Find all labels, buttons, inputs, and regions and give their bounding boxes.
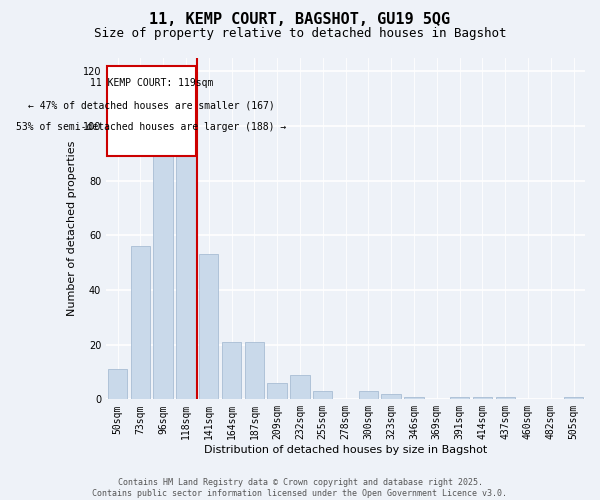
Bar — [473, 396, 492, 400]
Bar — [564, 396, 583, 400]
Text: Size of property relative to detached houses in Bagshot: Size of property relative to detached ho… — [94, 28, 506, 40]
Text: 53% of semi-detached houses are larger (188) →: 53% of semi-detached houses are larger (… — [16, 122, 287, 132]
Bar — [154, 123, 173, 400]
Bar — [404, 396, 424, 400]
Bar — [450, 396, 469, 400]
Text: 11 KEMP COURT: 119sqm: 11 KEMP COURT: 119sqm — [90, 78, 213, 88]
FancyBboxPatch shape — [107, 66, 196, 156]
Bar — [313, 391, 332, 400]
Bar — [290, 374, 310, 400]
Text: ← 47% of detached houses are smaller (167): ← 47% of detached houses are smaller (16… — [28, 100, 275, 110]
Text: Contains HM Land Registry data © Crown copyright and database right 2025.
Contai: Contains HM Land Registry data © Crown c… — [92, 478, 508, 498]
Y-axis label: Number of detached properties: Number of detached properties — [67, 140, 77, 316]
Bar — [131, 246, 150, 400]
Bar — [222, 342, 241, 400]
Bar — [199, 254, 218, 400]
Bar — [245, 342, 264, 400]
Bar — [382, 394, 401, 400]
X-axis label: Distribution of detached houses by size in Bagshot: Distribution of detached houses by size … — [204, 445, 487, 455]
Bar — [359, 391, 378, 400]
Bar — [496, 396, 515, 400]
Bar — [108, 370, 127, 400]
Bar — [268, 383, 287, 400]
Text: 11, KEMP COURT, BAGSHOT, GU19 5QG: 11, KEMP COURT, BAGSHOT, GU19 5QG — [149, 12, 451, 28]
Bar — [176, 140, 196, 400]
